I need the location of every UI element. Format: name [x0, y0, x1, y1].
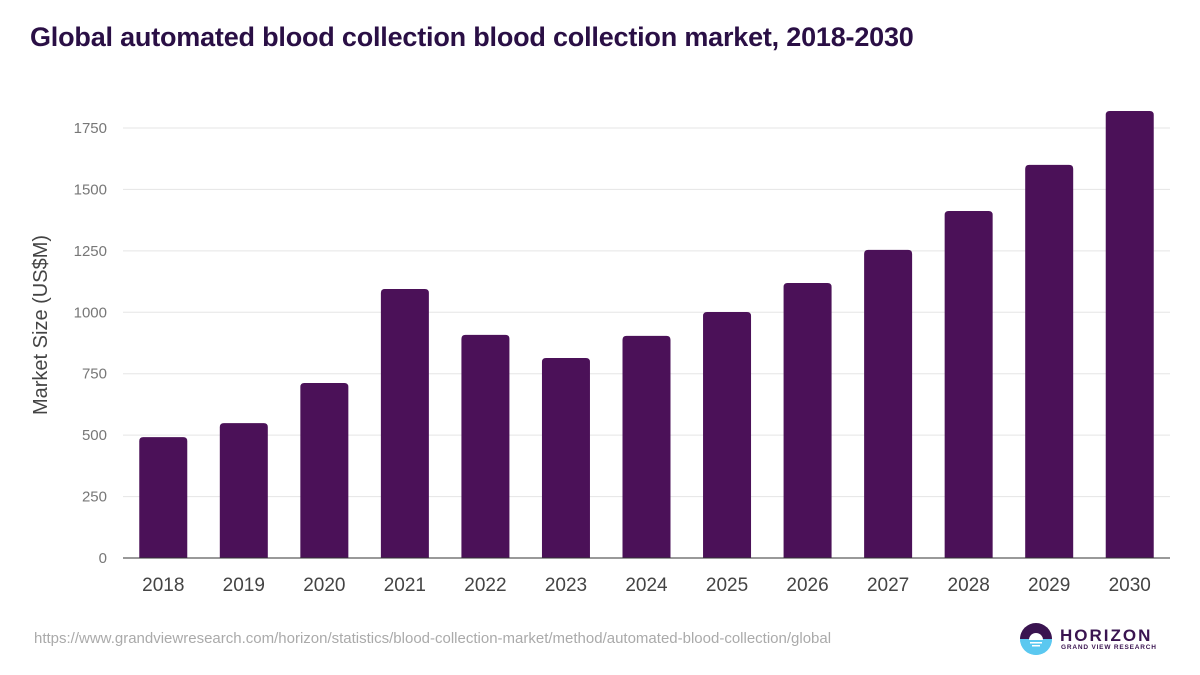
y-axis-ticks: 0 250 500 750 1000 1250 1500 1750 [74, 120, 107, 567]
bar-2025[interactable] [703, 312, 752, 558]
x-tick-label: 2019 [223, 575, 265, 596]
y-tick-label: 1750 [74, 120, 107, 137]
x-tick-label: 2018 [142, 575, 184, 596]
source-url[interactable]: https://www.grandviewresearch.com/horizo… [34, 630, 832, 647]
bar-2021[interactable] [380, 288, 429, 558]
x-tick-label: 2025 [706, 575, 748, 596]
bar-2027[interactable] [864, 249, 913, 559]
x-tick-label: 2023 [545, 575, 587, 596]
y-tick-label: 1250 [74, 243, 107, 260]
bar-2028[interactable] [944, 211, 993, 558]
horizon-logo-icon [1020, 623, 1052, 655]
x-tick-label: 2026 [786, 575, 828, 596]
x-tick-label: 2024 [625, 575, 668, 596]
bar-2029[interactable] [1025, 164, 1074, 558]
bar-2026[interactable] [783, 283, 832, 558]
x-tick-label: 2028 [948, 575, 990, 596]
bars [139, 111, 1154, 559]
x-tick-label: 2022 [464, 575, 506, 596]
y-tick-label: 500 [82, 427, 107, 444]
chart-title: Global automated blood collection blood … [30, 22, 914, 52]
bar-2018[interactable] [139, 437, 188, 558]
x-axis-ticks: 2018 2019 2020 2021 2022 2023 2024 2025 2026 2027… [142, 575, 1151, 596]
y-axis-label: Market Size (US$M) [30, 235, 52, 415]
y-tick-label: 250 [82, 489, 107, 506]
y-tick-label: 0 [99, 550, 107, 567]
x-tick-label: 2020 [303, 575, 345, 596]
logo-subtitle: GRAND VIEW RESEARCH [1061, 644, 1157, 651]
y-tick-label: 1500 [74, 181, 107, 198]
bar-2030[interactable] [1105, 111, 1154, 558]
x-tick-label: 2029 [1028, 575, 1070, 596]
bar-2024[interactable] [622, 335, 671, 558]
logo-name: HORIZON [1060, 626, 1153, 645]
bar-2019[interactable] [219, 423, 268, 558]
y-tick-label: 750 [82, 366, 107, 383]
x-tick-label: 2030 [1109, 575, 1151, 596]
x-tick-label: 2021 [384, 575, 426, 596]
bar-2023[interactable] [541, 357, 590, 558]
y-tick-label: 1000 [74, 304, 107, 321]
bar-2022[interactable] [461, 334, 510, 558]
bar-2020[interactable] [300, 383, 349, 558]
x-tick-label: 2027 [867, 575, 909, 596]
